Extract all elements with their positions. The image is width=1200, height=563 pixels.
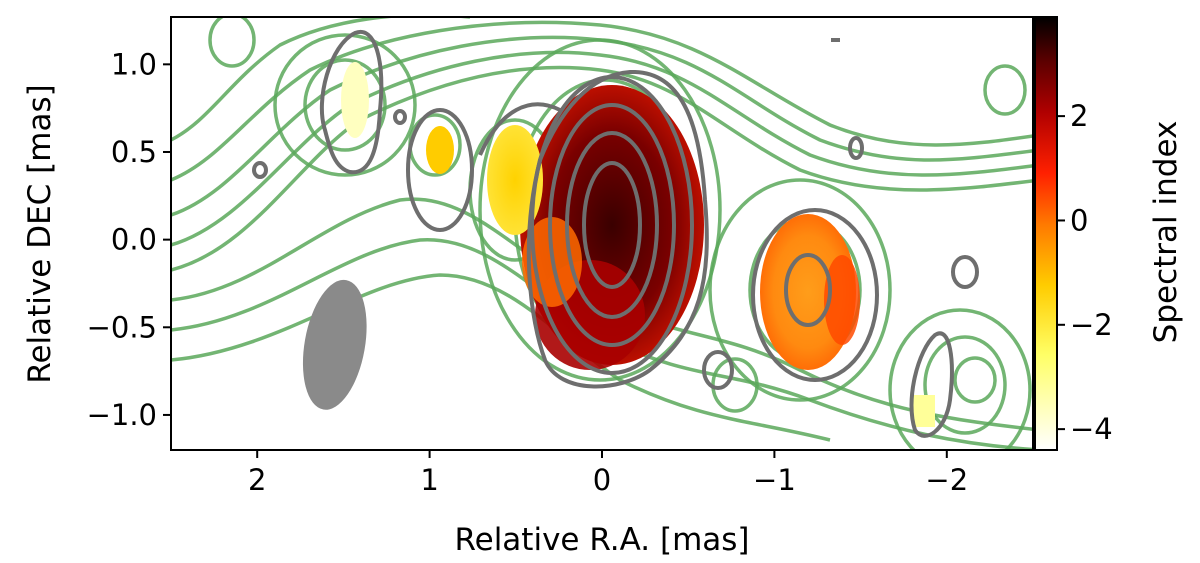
colorbar-tick-label: −4 [1070,412,1113,446]
y-tick-label: 0.0 [111,223,157,257]
green-contour [171,65,1033,272]
y-axis-ticks: 1.0 0.5 0.0 −0.5 −1.0 [87,47,171,432]
green-contour [171,50,1033,247]
gray-contour-small [951,255,979,289]
x-tick-label: 2 [248,463,266,497]
green-contour-east [273,33,417,177]
green-contour-west [888,308,1032,450]
x-tick-label: 0 [593,463,611,497]
colorbar [1034,16,1058,451]
spectral-yellow-blob [487,125,543,235]
green-contour-west [953,356,997,404]
gray-contours [252,29,979,438]
beam-ellipse [302,279,367,410]
gray-contour-knot [784,253,832,327]
colorbar-tick-label: −2 [1070,308,1113,342]
gray-contour-small [702,350,734,390]
y-tick-label: 1.0 [111,47,157,81]
x-tick-label: −2 [925,463,968,497]
colorbar-ticks: 2 0 −2 −4 [1057,99,1113,446]
gray-contour-core [548,103,676,347]
gray-contour-mid [406,108,474,232]
spectral-pale-blob [341,62,369,138]
gray-contour-core [582,161,642,289]
x-tick-label: 1 [420,463,438,497]
gray-contour-small [252,161,268,179]
green-contour [171,17,470,142]
green-contour [171,273,831,442]
gray-contour-core [565,131,659,319]
x-tick-label: −1 [753,463,796,497]
x-axis-ticks: 2 1 0 −1 −2 [248,450,968,497]
colorbar-tick-label: 0 [1070,203,1088,237]
y-tick-label: −0.5 [87,310,157,344]
green-contour-knot [708,178,892,402]
green-contour-mid [983,64,1027,116]
green-contour-east [303,58,387,152]
gray-contour-small [393,109,407,125]
gray-contour-core [526,69,709,389]
colorbar-tick-label: 2 [1070,99,1088,133]
green-contour-west [923,335,1007,435]
spectral-pale-patch [913,395,935,427]
spectral-small-blob [426,126,454,174]
y-axis-label: Relative DEC [mas] [22,84,58,383]
gray-contour-bridge [478,102,561,156]
x-axis-label: Relative R.A. [mas] [454,522,749,558]
gray-contour-core [530,75,694,375]
green-contour-east [208,17,256,68]
gray-contour-west [909,331,954,438]
spectral-knot-sw-edge [824,255,860,345]
gray-contour-knot [751,208,879,382]
y-tick-label: 0.5 [111,135,157,169]
gray-contour-small [848,136,864,160]
y-tick-label: −1.0 [87,398,157,432]
plot-area [171,17,1033,450]
green-contour-core [478,38,722,382]
colorbar-label: Spectral index [1148,121,1184,344]
gray-contour-east [319,29,384,175]
